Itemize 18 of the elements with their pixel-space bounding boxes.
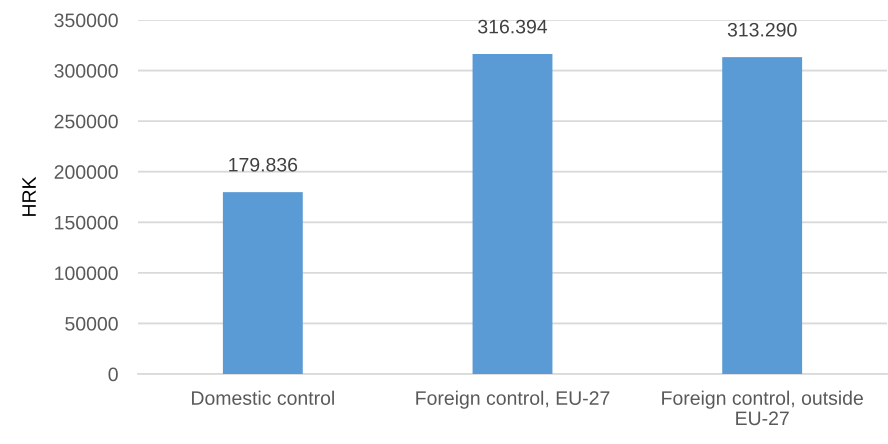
y-tick-label: 250000 (54, 114, 118, 128)
y-tick-label: 200000 (54, 165, 118, 179)
y-tick-label: 350000 (54, 13, 118, 28)
y-tick-label: 150000 (55, 216, 118, 230)
x-tick-label: Foreign control, EU-27 (416, 390, 610, 409)
x-tick-label: Foreign control, outside EU-27 (662, 390, 863, 426)
data-label: 179.836 (229, 158, 298, 172)
bar (222, 192, 303, 374)
bar (472, 54, 552, 374)
x-tick-label: Domestic control (192, 390, 334, 405)
data-label: 316.394 (478, 20, 548, 34)
bar (722, 57, 802, 374)
data-label: 313.290 (728, 22, 797, 37)
y-axis-title: HRK (22, 176, 36, 216)
y-tick-label: 300000 (54, 64, 118, 78)
y-tick-label: 50000 (65, 316, 118, 331)
y-tick-label: 100000 (55, 266, 118, 280)
y-tick-label: 0 (108, 367, 118, 382)
